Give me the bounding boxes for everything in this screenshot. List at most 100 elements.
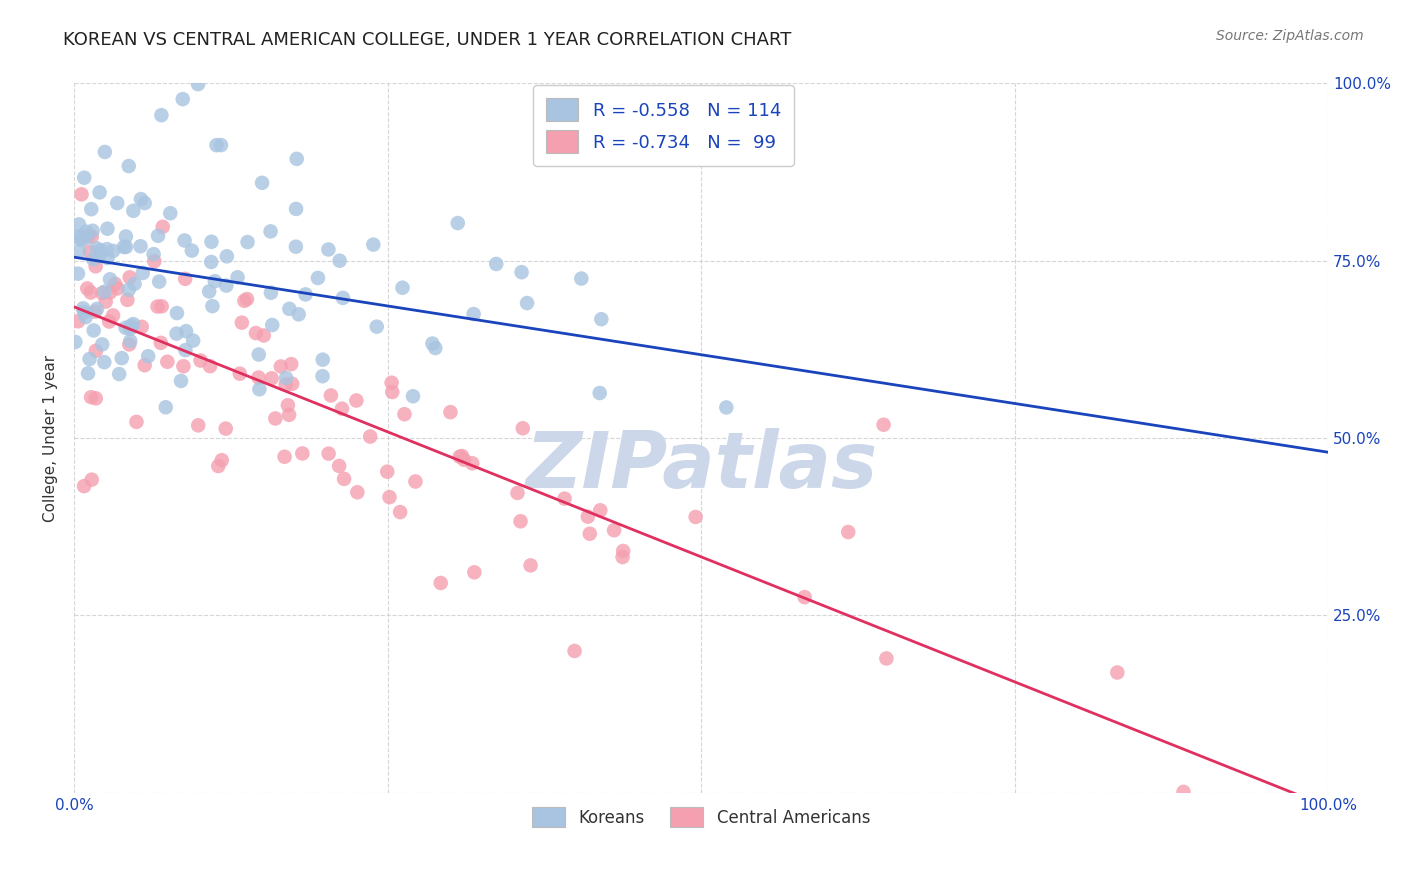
Point [837,524,859,539]
Point [156,355,179,369]
Point [389,505,412,519]
Point [120,334,142,348]
Point [463,566,485,580]
Point [236,292,259,306]
Point [229,367,252,381]
Point [114,320,136,334]
Point [89,186,111,200]
Point [117,293,139,307]
Point [170,374,193,388]
Point [260,285,283,300]
Point [359,429,381,443]
Point [146,228,169,243]
Point [307,271,329,285]
Point [75,310,97,325]
Point [274,371,297,385]
Point [148,275,170,289]
Point [318,243,340,257]
Point [226,270,249,285]
Point [394,407,416,421]
Point [173,234,195,248]
Point [378,490,401,504]
Point [236,235,259,249]
Point [519,558,541,573]
Point [80,473,103,487]
Point [366,319,388,334]
Point [172,359,194,374]
Point [391,281,413,295]
Point [404,475,426,489]
Point [86,241,108,255]
Y-axis label: College, Under 1 year: College, Under 1 year [44,354,58,522]
Point [149,335,172,350]
Point [120,318,142,333]
Point [76,281,98,295]
Point [84,392,107,406]
Point [142,247,165,261]
Point [187,77,209,91]
Point [284,240,307,254]
Point [118,159,141,173]
Point [344,393,367,408]
Point [510,265,533,279]
Point [200,235,222,249]
Point [332,291,354,305]
Point [70,230,93,244]
Point [447,216,470,230]
Point [115,240,138,254]
Point [174,272,197,286]
Point [91,286,114,301]
Point [166,326,188,341]
Point [793,590,815,604]
Point [166,306,188,320]
Point [260,371,283,385]
Point [80,202,103,217]
Point [73,479,96,493]
Point [329,253,352,268]
Point [1173,785,1195,799]
Point [215,249,238,263]
Point [589,386,612,401]
Point [125,415,148,429]
Point [363,237,385,252]
Point [330,401,353,416]
Point [875,651,897,665]
Point [716,401,738,415]
Point [98,314,121,328]
Point [280,357,302,371]
Point [190,353,212,368]
Point [277,398,299,412]
Point [612,549,634,564]
Point [278,408,301,422]
Point [80,285,103,300]
Point [70,187,93,202]
Point [77,367,100,381]
Text: ZIPatlas: ZIPatlas [524,428,877,504]
Point [84,343,107,358]
Point [554,491,576,506]
Point [211,453,233,467]
Point [591,312,613,326]
Point [439,405,461,419]
Point [66,229,89,244]
Point [172,92,194,106]
Point [84,260,107,274]
Point [1107,665,1129,680]
Point [231,316,253,330]
Point [150,299,173,313]
Point [451,449,474,463]
Point [569,271,592,285]
Point [93,285,115,299]
Point [90,244,112,258]
Point [346,485,368,500]
Point [134,196,156,211]
Point [84,304,107,318]
Point [103,244,125,258]
Point [181,334,204,348]
Point [94,294,117,309]
Point [463,307,485,321]
Point [80,229,103,244]
Point [449,450,471,464]
Point [381,384,404,399]
Point [461,456,484,470]
